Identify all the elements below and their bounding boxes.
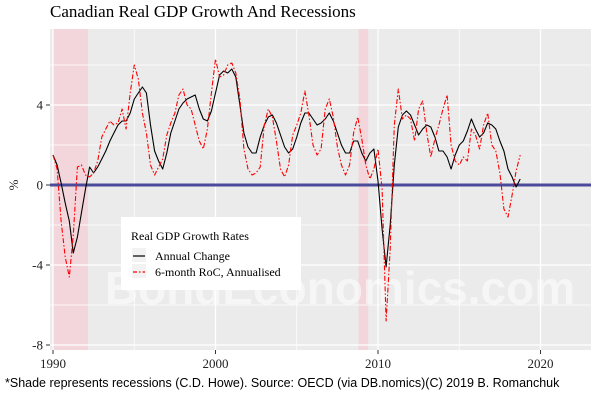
legend-box — [121, 217, 301, 290]
series-lines — [0, 58, 521, 322]
y-tick-label: -8 — [32, 338, 43, 353]
y-tick-label: 0 — [37, 178, 44, 193]
x-tick-label: 2020 — [528, 356, 554, 371]
recession-shade — [358, 29, 369, 350]
y-tick-label: -4 — [32, 258, 43, 273]
caption: *Shade represents recessions (C.D. Howe)… — [5, 376, 560, 390]
x-tick-label: 2010 — [365, 356, 391, 371]
x-tick-label: 2000 — [203, 356, 229, 371]
y-axis-label: % — [6, 179, 21, 190]
legend: Real GDP Growth Rates Annual Change 6-mo… — [121, 217, 301, 290]
x-tick-label: 1990 — [40, 356, 66, 371]
axes: -8 -4 0 4 1990 2000 2010 2020 — [32, 98, 553, 372]
legend-key-annual-bg — [132, 248, 146, 262]
series-line-annual-change — [52, 68, 521, 268]
series-line-6-month-roc — [52, 58, 521, 322]
legend-title: Real GDP Growth Rates — [131, 229, 249, 243]
chart-title: Canadian Real GDP Growth And Recessions — [50, 2, 356, 21]
y-tick-label: 4 — [37, 98, 44, 113]
legend-label-6-month-roc: 6-month RoC, Annualised — [155, 265, 281, 279]
plot-panel — [50, 29, 591, 350]
legend-label-annual-change: Annual Change — [155, 249, 230, 263]
legend-key-roc-bg — [132, 264, 146, 278]
